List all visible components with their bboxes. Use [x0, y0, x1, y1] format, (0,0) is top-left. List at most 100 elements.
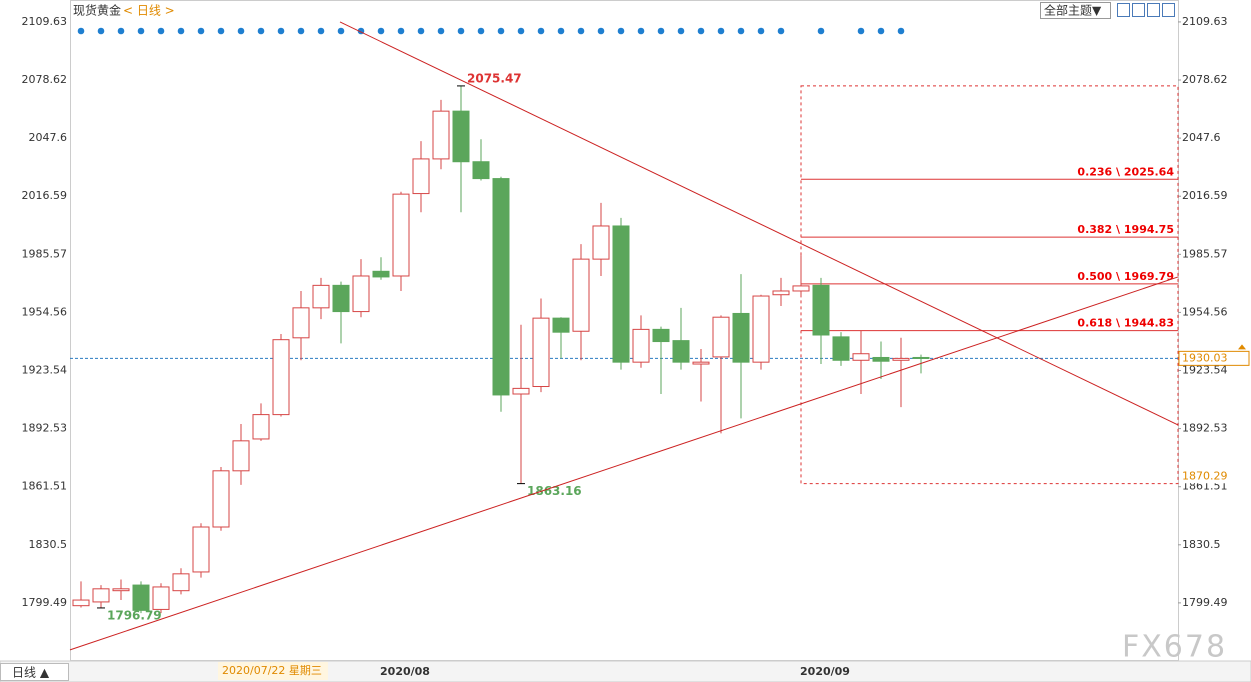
candle-body: [92, 588, 110, 603]
candle-body: [832, 336, 850, 361]
indicator-dot: [277, 27, 285, 35]
indicator-dot: [757, 27, 765, 35]
y-tick-label-right: 2047.6: [1182, 131, 1221, 144]
candle-body: [332, 284, 350, 313]
candle-body: [492, 178, 510, 396]
y-tick-label-right: 2109.63: [1182, 15, 1228, 28]
fib-label: 0.500 \ 1969.79: [1077, 270, 1174, 283]
candle-body: [592, 225, 610, 260]
indicator-dot: [457, 27, 465, 35]
y-tick-label: 2047.6: [29, 131, 68, 144]
indicator-dot: [417, 27, 425, 35]
indicator-dot: [597, 27, 605, 35]
candle-body: [692, 361, 710, 365]
theme-button[interactable]: 全部主题▼: [1044, 3, 1102, 18]
candle-body: [192, 526, 210, 573]
indicator-dot: [477, 27, 485, 35]
indicator-dot: [697, 27, 705, 35]
last-price-label: 1930.03: [1182, 351, 1228, 364]
bottom-bar: [0, 660, 1251, 682]
candle-body: [852, 353, 870, 361]
fib-label: 0.236 \ 2025.64: [1077, 165, 1174, 178]
y-tick-label: 1830.5: [29, 538, 68, 551]
candle-body: [152, 586, 170, 610]
indicator-dot: [857, 27, 865, 35]
indicator-dot: [737, 27, 745, 35]
y-tick-label-right: 2078.62: [1182, 73, 1228, 86]
candle-body: [632, 328, 650, 363]
indicator-dot: [77, 27, 85, 35]
candle-body: [792, 285, 810, 292]
y-tick-label: 2016.59: [22, 189, 68, 202]
candle-body: [412, 158, 430, 195]
icon[interactable]: [1147, 3, 1160, 17]
indicator-dot: [237, 27, 245, 35]
period-label: < 日线 >: [123, 4, 175, 18]
period-button[interactable]: 日线 ▲: [12, 666, 50, 680]
icon[interactable]: [1117, 3, 1130, 17]
fib-label: 0.618 \ 1944.83: [1077, 317, 1174, 330]
trend-line: [339, 21, 1179, 426]
y-tick-label: 1892.53: [22, 422, 68, 435]
candle-body: [892, 357, 910, 361]
last-price-arrow: [1238, 344, 1246, 350]
indicator-dot: [437, 27, 445, 35]
candle-body: [172, 573, 190, 592]
candle-body: [552, 317, 570, 333]
y-tick-label-right: 1892.53: [1182, 422, 1228, 435]
chart-title: 现货黄金: [73, 3, 121, 18]
indicator-dot: [577, 27, 585, 35]
watermark: FX678: [1122, 630, 1227, 665]
indicator-dot: [777, 27, 785, 35]
y-tick-label-right: 1830.5: [1182, 538, 1221, 551]
y-tick-label: 1985.57: [22, 247, 68, 260]
candle-body: [672, 340, 690, 363]
indicator-dot: [537, 27, 545, 35]
candle-body: [612, 225, 630, 363]
indicator-dot: [517, 27, 525, 35]
candle-body: [732, 312, 750, 363]
icon[interactable]: [1132, 3, 1145, 17]
crosshair-date-box: [218, 662, 328, 680]
indicator-dot: [497, 27, 505, 35]
y-tick-label-right: 2016.59: [1182, 189, 1228, 202]
indicator-dot: [637, 27, 645, 35]
indicator-dot: [717, 27, 725, 35]
y-tick-label-right: 1923.54: [1182, 364, 1228, 377]
indicator-dot: [657, 27, 665, 35]
candle-body: [872, 356, 890, 362]
high-label: 2075.47: [467, 71, 522, 85]
indicator-dot: [397, 27, 405, 35]
toolbar-icons[interactable]: [1117, 3, 1175, 17]
candle-body: [372, 270, 390, 278]
low-label: 1796.79: [107, 608, 162, 622]
y-tick-label-right: 1954.56: [1182, 305, 1228, 318]
indicator-dot: [117, 27, 125, 35]
indicator-dot: [877, 27, 885, 35]
candle-body: [132, 584, 150, 611]
indicator-dot: [677, 27, 685, 35]
y-tick-label: 2109.63: [22, 15, 68, 28]
trend-line: [69, 276, 1179, 651]
indicator-dot: [377, 27, 385, 35]
x-tick-label: 2020/08: [380, 665, 430, 678]
candle-body: [352, 275, 370, 313]
candle-body: [392, 193, 410, 277]
y-tick-label-right: 1985.57: [1182, 247, 1228, 260]
y-tick-label-right: 1799.49: [1182, 596, 1228, 609]
candle-body: [432, 110, 450, 160]
box-price-label: 1870.29: [1182, 469, 1228, 482]
y-tick-label: 1861.51: [22, 480, 68, 493]
candle-body: [112, 588, 130, 592]
theme-button-box[interactable]: [1040, 2, 1111, 19]
indicator-dot: [97, 27, 105, 35]
icon[interactable]: [1162, 3, 1175, 17]
candle-body: [512, 387, 530, 395]
indicator-dot: [337, 27, 345, 35]
period-button-box[interactable]: [0, 663, 69, 681]
low-label: 1863.16: [527, 484, 582, 498]
candle-body: [292, 307, 310, 339]
crosshair-date: 2020/07/22 星期三: [222, 664, 322, 677]
